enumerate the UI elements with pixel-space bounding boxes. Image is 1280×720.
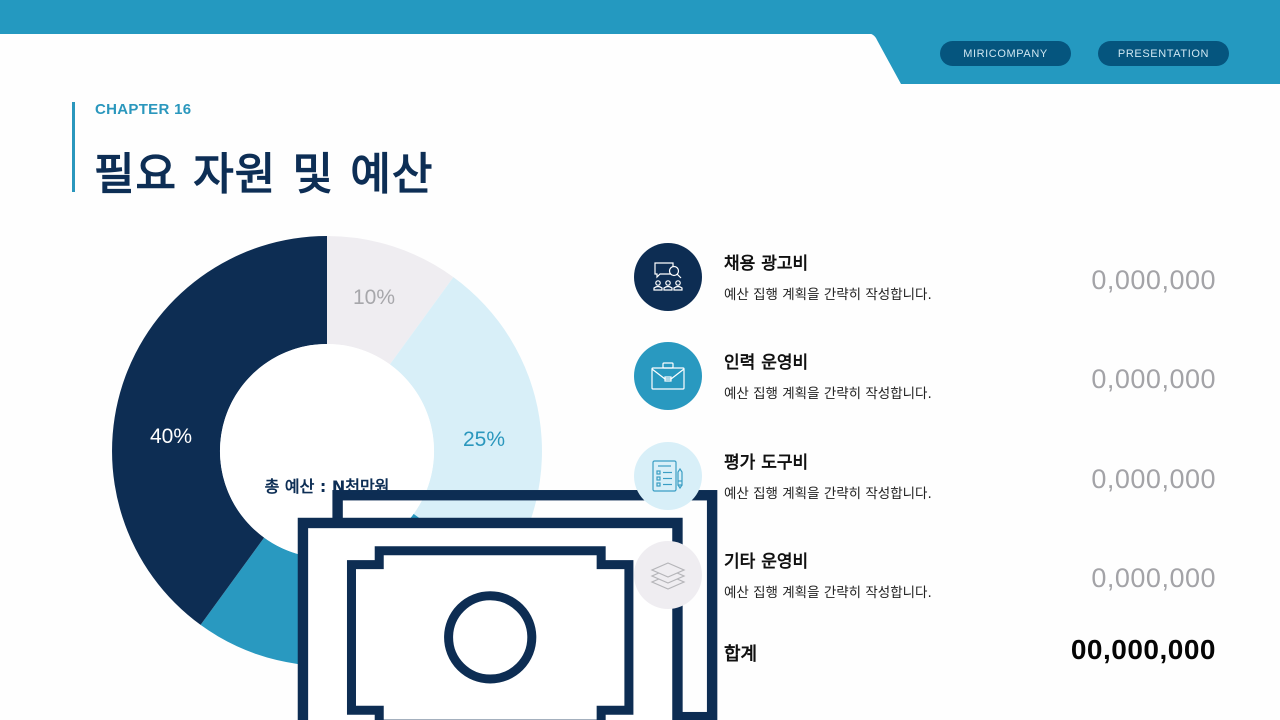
item-icon-circle: [634, 342, 702, 410]
slice-other: [327, 236, 454, 365]
slice-label-evaluation: 25%: [462, 428, 506, 451]
item-icon-circle: [634, 442, 702, 510]
item-name: 기타 운영비: [724, 552, 809, 572]
budget-item-personnel: 인력 운영비 예산 집행 계획을 간략히 작성합니다. 0,000,000: [634, 342, 1234, 412]
item-amount: 0,000,000: [1091, 464, 1216, 494]
slice-evaluation: [389, 277, 542, 578]
company-pill: MIRICOMPANY: [940, 41, 1071, 66]
checklist-pencil-icon: [652, 460, 683, 492]
slice-recruit: [112, 236, 328, 625]
slice-label-recruit: 40%: [149, 425, 193, 448]
item-icon-circle: [634, 541, 702, 609]
budget-item-evaluation: 평가 도구비 예산 집행 계획을 간략히 작성합니다. 0,000,000: [634, 442, 1234, 512]
item-description: 예산 집행 계획을 간략히 작성합니다.: [724, 585, 932, 601]
item-name: 평가 도구비: [724, 453, 809, 473]
chapter-label: CHAPTER 16: [95, 101, 192, 118]
total-budget-text: 총 예산 : N천만원: [264, 477, 390, 496]
recruit-search-icon: [653, 262, 683, 291]
total-amount: 00,000,000: [1070, 634, 1216, 665]
title-accent-bar: [72, 102, 75, 192]
page-title: 필요 자원 및 예산: [94, 149, 434, 200]
item-name: 채용 광고비: [724, 254, 809, 274]
top-right-tab: [860, 33, 1280, 84]
budget-item-other: 기타 운영비 예산 집행 계획을 간략히 작성합니다. 0,000,000: [634, 541, 1234, 611]
item-name: 인력 운영비: [724, 353, 809, 373]
budget-donut-chart: 10% 25% 25% 40% 총 예산 : N천만원: [112, 236, 718, 720]
layers-icon: [650, 562, 686, 590]
total-label: 합계: [724, 644, 758, 665]
slice-label-other: 10%: [352, 286, 396, 309]
presentation-pill: PRESENTATION: [1098, 41, 1229, 66]
item-description: 예산 집행 계획을 간략히 작성합니다.: [724, 386, 932, 402]
briefcase-icon: [651, 362, 685, 390]
item-amount: 0,000,000: [1091, 364, 1216, 394]
money-bill-icon: [297, 490, 718, 720]
item-amount: 0,000,000: [1091, 265, 1216, 295]
item-description: 예산 집행 계획을 간략히 작성합니다.: [724, 486, 932, 502]
item-description: 예산 집행 계획을 간략히 작성합니다.: [724, 287, 932, 303]
item-icon-circle: [634, 243, 702, 311]
item-amount: 0,000,000: [1091, 563, 1216, 593]
budget-item-recruit-ad: 채용 광고비 예산 집행 계획을 간략히 작성합니다. 0,000,000: [634, 243, 1234, 313]
top-banner: [0, 0, 1280, 34]
